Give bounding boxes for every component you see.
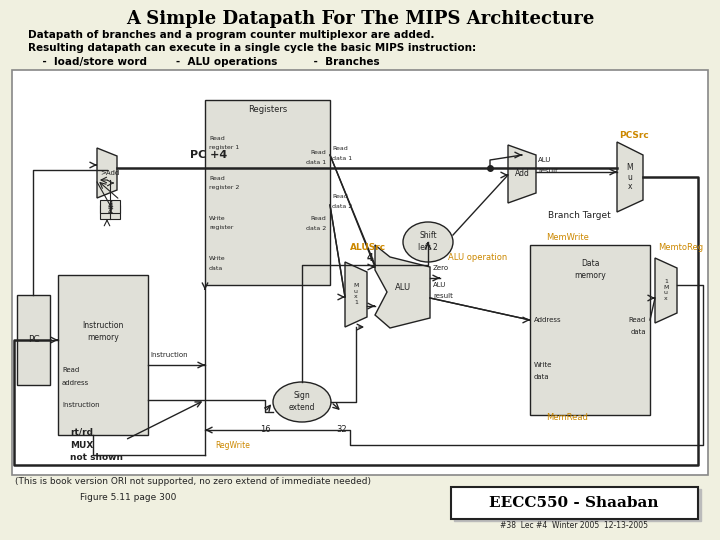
Text: register: register <box>209 226 233 231</box>
Bar <box>205 100 330 285</box>
Text: Read: Read <box>209 176 225 180</box>
Text: ALU operation: ALU operation <box>448 253 508 262</box>
Text: (This is book version ORI not supported, no zero extend of immediate needed): (This is book version ORI not supported,… <box>15 477 371 487</box>
Text: result: result <box>538 168 558 174</box>
Text: #38  Lec #4  Winter 2005  12-13-2005: #38 Lec #4 Winter 2005 12-13-2005 <box>500 521 648 530</box>
Bar <box>58 275 148 435</box>
Polygon shape <box>508 145 536 203</box>
Text: Read: Read <box>209 136 225 140</box>
Text: MemRead: MemRead <box>546 414 588 422</box>
Bar <box>100 200 120 213</box>
Text: ALU: ALU <box>395 282 411 292</box>
Text: Instruction: Instruction <box>82 321 124 329</box>
Text: ALUSrc: ALUSrc <box>350 244 386 253</box>
Text: Address: Address <box>534 317 562 323</box>
Text: Shift: Shift <box>419 232 437 240</box>
Text: EECC550 - Shaaban: EECC550 - Shaaban <box>490 496 659 510</box>
Text: Datapath of branches and a program counter multiplexor are added.: Datapath of branches and a program count… <box>28 30 434 40</box>
Text: data 1: data 1 <box>306 160 326 165</box>
Text: PC: PC <box>27 335 40 345</box>
Text: Data: Data <box>581 259 599 267</box>
Polygon shape <box>345 262 367 327</box>
FancyBboxPatch shape <box>451 487 698 519</box>
Bar <box>530 245 650 415</box>
Polygon shape <box>617 142 643 212</box>
Polygon shape <box>655 258 677 323</box>
Text: Read: Read <box>629 317 646 323</box>
Text: >Add: >Add <box>100 170 120 176</box>
Text: Read: Read <box>332 194 348 199</box>
Text: data: data <box>209 266 223 271</box>
Text: data: data <box>631 329 646 335</box>
Text: Sign: Sign <box>294 392 310 401</box>
Text: data 2: data 2 <box>332 205 352 210</box>
Text: PC +4: PC +4 <box>190 150 228 160</box>
Text: 4: 4 <box>366 253 374 263</box>
Bar <box>17 295 50 385</box>
Text: Read: Read <box>62 367 79 373</box>
Text: result: result <box>433 293 453 299</box>
Text: MemtoReg: MemtoReg <box>658 244 703 253</box>
Text: Write: Write <box>534 362 552 368</box>
Text: PCSrc: PCSrc <box>619 131 649 139</box>
Bar <box>100 205 120 219</box>
Bar <box>12 70 708 475</box>
Text: Resulting datapath can execute in a single cycle the basic MIPS instruction:: Resulting datapath can execute in a sing… <box>28 43 476 53</box>
Text: A Simple Datapath For The MIPS Architecture: A Simple Datapath For The MIPS Architect… <box>126 10 594 28</box>
Text: 16: 16 <box>260 426 270 435</box>
Text: Write: Write <box>209 255 225 260</box>
Text: M
u
x: M u x <box>626 163 634 191</box>
Text: extend: extend <box>289 403 315 413</box>
Text: 1
M
u
x: 1 M u x <box>663 279 669 301</box>
Text: data 2: data 2 <box>306 226 326 231</box>
Text: Instruction: Instruction <box>62 402 99 408</box>
Text: left 2: left 2 <box>418 244 438 253</box>
Text: ALU: ALU <box>433 282 446 288</box>
Text: register 1: register 1 <box>209 145 239 151</box>
Text: Add: Add <box>515 170 529 179</box>
Text: memory: memory <box>574 271 606 280</box>
Text: 4: 4 <box>107 202 113 212</box>
FancyBboxPatch shape <box>454 489 701 521</box>
Text: ALU: ALU <box>538 157 552 163</box>
Text: Figure 5.11 page 300: Figure 5.11 page 300 <box>80 494 176 503</box>
Text: 32: 32 <box>337 426 347 435</box>
Text: Read: Read <box>310 151 326 156</box>
Text: data 1: data 1 <box>332 157 352 161</box>
Text: memory: memory <box>87 333 119 341</box>
Text: 4: 4 <box>107 207 112 217</box>
Text: not shown: not shown <box>70 454 123 462</box>
Text: rt/rd: rt/rd <box>70 428 93 436</box>
Text: MUX: MUX <box>70 441 94 449</box>
Text: -  load/store word        -  ALU operations          -  Branches: - load/store word - ALU operations - Bra… <box>28 57 379 67</box>
Text: Instruction: Instruction <box>150 352 188 358</box>
Polygon shape <box>97 148 117 198</box>
Ellipse shape <box>403 222 453 262</box>
Text: Read: Read <box>332 145 348 151</box>
Text: 4: 4 <box>107 201 113 211</box>
Text: Branch Target: Branch Target <box>548 211 611 219</box>
Text: M
u
x
1: M u x 1 <box>354 284 359 305</box>
Text: register 2: register 2 <box>209 186 239 191</box>
Polygon shape <box>375 245 430 328</box>
Text: MemWrite: MemWrite <box>546 233 589 242</box>
Text: Read: Read <box>310 215 326 220</box>
Text: address: address <box>62 380 89 386</box>
Text: data: data <box>534 374 549 380</box>
Text: Write: Write <box>209 215 225 220</box>
Text: RegWrite: RegWrite <box>215 441 250 449</box>
Text: Registers: Registers <box>248 105 287 114</box>
Text: Zero: Zero <box>433 265 449 271</box>
Ellipse shape <box>273 382 331 422</box>
